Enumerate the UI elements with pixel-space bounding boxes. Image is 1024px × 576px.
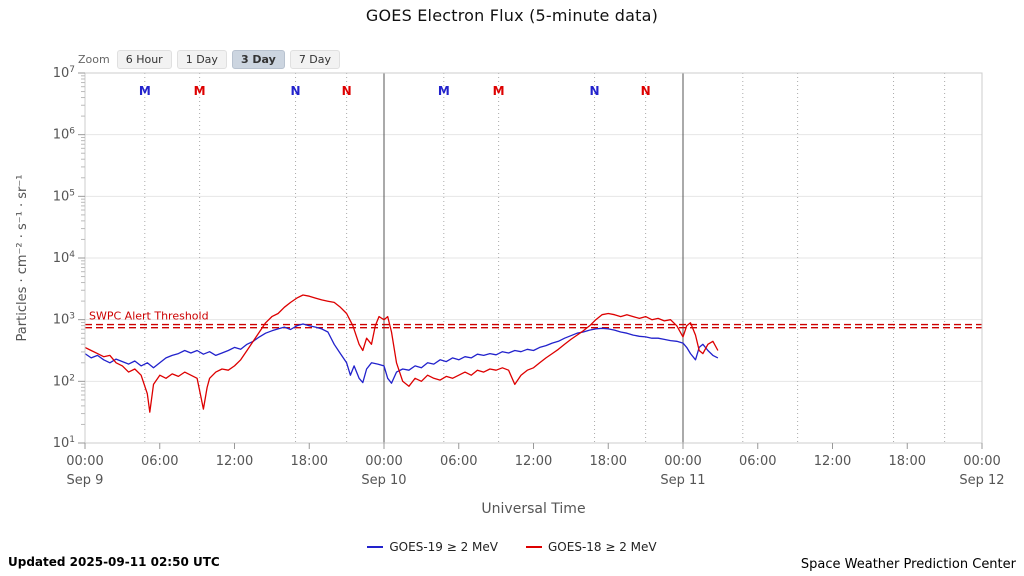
alert-threshold-label: SWPC Alert Threshold [89,310,209,323]
svg-text:06:00: 06:00 [141,454,178,469]
svg-text:06:00: 06:00 [739,454,776,469]
svg-text:18:00: 18:00 [291,454,328,469]
svg-text:105: 105 [53,188,75,204]
zoom-label: Zoom [78,53,110,66]
alert-threshold-line: SWPC Alert Threshold [85,310,982,329]
svg-text:00:00: 00:00 [66,454,103,469]
chart-title: GOES Electron Flux (5-minute data) [365,6,659,25]
svg-text:06:00: 06:00 [440,454,477,469]
goes18-line-swatch [526,546,542,548]
updated-timestamp: Updated 2025-09-11 02:50 UTC [8,555,220,569]
svg-text:106: 106 [53,127,76,143]
y-axis: 101 102 103 104 105 106 107 [53,65,85,451]
svg-text:00:00: 00:00 [664,454,701,469]
gridlines [85,73,982,443]
zoom-3day-button[interactable]: 3 Day [231,50,285,69]
zoom-range-selector: Zoom 6 Hour 1 Day 3 Day 7 Day [78,50,341,69]
svg-text:M: M [139,84,151,98]
y-axis-title: Particles · cm⁻² · s⁻¹ · sr⁻¹ [15,175,30,342]
legend-label-goes18: GOES-18 ≥ 2 MeV [548,540,657,554]
svg-text:104: 104 [53,250,76,266]
svg-text:12:00: 12:00 [814,454,851,469]
svg-text:N: N [342,84,352,98]
svg-text:107: 107 [53,65,75,81]
svg-text:Sep 11: Sep 11 [660,473,705,488]
svg-text:103: 103 [53,312,75,328]
zoom-7day-button[interactable]: 7 Day [289,50,341,69]
svg-text:Sep 10: Sep 10 [361,473,406,488]
svg-text:18:00: 18:00 [889,454,926,469]
svg-text:12:00: 12:00 [216,454,253,469]
zoom-6hour-button[interactable]: 6 Hour [116,50,172,69]
legend: GOES-19 ≥ 2 MeV GOES-18 ≥ 2 MeV [0,540,1024,554]
svg-text:00:00: 00:00 [963,454,1000,469]
goes19-line-swatch [367,546,384,548]
svg-text:M: M [194,84,206,98]
svg-text:Sep 12: Sep 12 [959,473,1004,488]
svg-text:101: 101 [53,435,75,451]
x-axis: 00:00 06:00 12:00 18:00 00:00 06:00 12:00 18:00… [66,443,1005,488]
svg-text:M: M [493,84,505,98]
svg-text:M: M [438,84,450,98]
x-axis-title: Universal Time [481,501,585,517]
svg-text:18:00: 18:00 [590,454,627,469]
credit-text: Space Weather Prediction Center [800,557,1016,572]
svg-text:102: 102 [53,373,75,389]
svg-text:00:00: 00:00 [365,454,402,469]
svg-text:N: N [641,84,651,98]
svg-text:N: N [590,84,600,98]
svg-text:Sep 9: Sep 9 [67,473,104,488]
series-line-goes18 [84,294,719,413]
legend-item-goes19[interactable]: GOES-19 ≥ 2 MeV [367,540,498,554]
legend-label-goes19: GOES-19 ≥ 2 MeV [389,540,498,554]
svg-text:N: N [291,84,301,98]
zoom-1day-button[interactable]: 1 Day [176,50,227,69]
legend-item-goes18[interactable]: GOES-18 ≥ 2 MeV [526,540,657,554]
svg-text:12:00: 12:00 [515,454,552,469]
